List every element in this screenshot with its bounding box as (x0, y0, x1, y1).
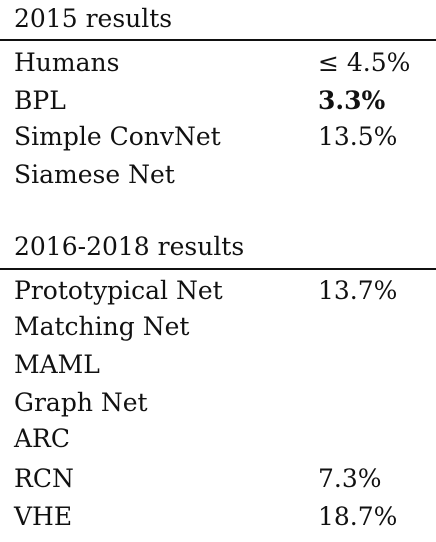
model-name: Simple ConvNet (14, 122, 221, 151)
table-row-rcn: RCN 7.3% (0, 466, 436, 504)
model-name: MAML (14, 350, 100, 379)
model-name: Humans (14, 48, 120, 77)
error-rate: 13.5% (318, 122, 398, 151)
table-row-vhe: VHE 18.7% (0, 504, 436, 542)
model-name: ARC (14, 424, 71, 453)
table-row-arc: ARC (0, 426, 436, 464)
table-row-prototypical-net: Prototypical Net 13.7% (0, 278, 436, 316)
section-rule-2015 (0, 39, 436, 41)
section-title-2016-2018: 2016-2018 results (14, 232, 245, 261)
model-name: VHE (14, 502, 73, 531)
table-row-siamese-net: Siamese Net (0, 162, 436, 200)
model-name: BPL (14, 86, 66, 115)
section-title-2015: 2015 results (14, 4, 173, 33)
table-row-matching-net: Matching Net (0, 314, 436, 352)
error-rate: 7.3% (318, 464, 382, 493)
error-rate: ≤ 4.5% (318, 48, 411, 77)
error-rate-best: 3.3% (318, 86, 386, 115)
section-rule-2016-2018 (0, 268, 436, 270)
table-row-simple-convnet: Simple ConvNet 13.5% (0, 124, 436, 162)
error-rate: 18.7% (318, 502, 398, 531)
model-name: RCN (14, 464, 74, 493)
model-name: Matching Net (14, 312, 190, 341)
table-row-bpl: BPL 3.3% (0, 88, 436, 126)
table-row-maml: MAML (0, 352, 436, 390)
model-name: Siamese Net (14, 160, 175, 189)
error-rate: 13.7% (318, 276, 398, 305)
table-row-graph-net: Graph Net (0, 390, 436, 428)
model-name: Graph Net (14, 388, 148, 417)
table-row-humans: Humans ≤ 4.5% (0, 50, 436, 88)
model-name: Prototypical Net (14, 276, 223, 305)
